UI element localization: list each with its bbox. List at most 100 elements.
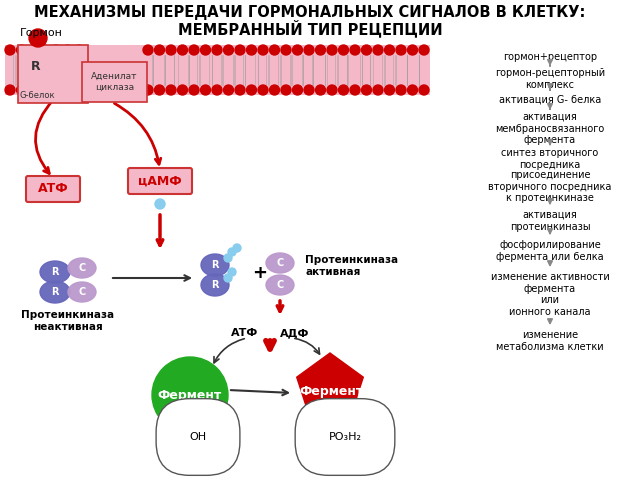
Text: PO₃H₂: PO₃H₂: [328, 432, 362, 442]
Text: Фермент: Фермент: [300, 385, 364, 398]
Text: МЕХАНИЗМЫ ПЕРЕДАЧИ ГОРМОНАЛЬНЫХ СИГНАЛОВ В КЛЕТКУ:: МЕХАНИЗМЫ ПЕРЕДАЧИ ГОРМОНАЛЬНЫХ СИГНАЛОВ…: [35, 5, 586, 20]
Ellipse shape: [266, 275, 294, 295]
Ellipse shape: [68, 258, 96, 278]
FancyBboxPatch shape: [82, 62, 147, 102]
Circle shape: [166, 85, 176, 95]
Circle shape: [189, 45, 199, 55]
Circle shape: [212, 85, 222, 95]
Text: АТФ: АТФ: [38, 182, 68, 195]
Circle shape: [304, 85, 314, 95]
Circle shape: [408, 45, 417, 55]
Circle shape: [327, 85, 337, 95]
Circle shape: [28, 85, 38, 95]
Ellipse shape: [201, 274, 229, 296]
Circle shape: [212, 45, 222, 55]
Circle shape: [281, 45, 291, 55]
Text: C: C: [78, 263, 86, 273]
Ellipse shape: [266, 253, 294, 273]
Text: C: C: [78, 287, 86, 297]
Text: изменение активности
фермента
или
ионного канала: изменение активности фермента или ионног…: [491, 272, 609, 317]
Circle shape: [152, 357, 228, 433]
Circle shape: [396, 45, 406, 55]
Circle shape: [17, 85, 26, 95]
Text: Фермент: Фермент: [158, 388, 222, 401]
Text: R: R: [51, 287, 59, 297]
Circle shape: [51, 45, 61, 55]
Text: C: C: [276, 280, 284, 290]
Text: фосфорилирование
фермента или белка: фосфорилирование фермента или белка: [496, 240, 604, 262]
Circle shape: [5, 45, 15, 55]
Circle shape: [74, 45, 84, 55]
FancyBboxPatch shape: [128, 168, 192, 194]
Circle shape: [292, 85, 303, 95]
Circle shape: [223, 85, 234, 95]
Circle shape: [419, 45, 429, 55]
Circle shape: [74, 85, 84, 95]
Circle shape: [166, 45, 176, 55]
Circle shape: [17, 45, 26, 55]
Circle shape: [304, 45, 314, 55]
FancyBboxPatch shape: [5, 45, 430, 95]
Circle shape: [408, 85, 417, 95]
Circle shape: [233, 244, 241, 252]
Text: изменение
метаболизма клетки: изменение метаболизма клетки: [496, 330, 604, 351]
Circle shape: [143, 45, 153, 55]
Circle shape: [327, 45, 337, 55]
Text: Протеинкиназа
неактивная: Протеинкиназа неактивная: [21, 310, 115, 332]
Circle shape: [177, 45, 188, 55]
Circle shape: [269, 45, 280, 55]
Text: синтез вторичного
посредника: синтез вторичного посредника: [501, 148, 598, 169]
Circle shape: [224, 254, 232, 262]
Circle shape: [246, 85, 257, 95]
Text: Протеинкиназа
активная: Протеинкиназа активная: [305, 255, 398, 276]
Circle shape: [339, 85, 349, 95]
Circle shape: [228, 268, 236, 276]
Text: R: R: [31, 60, 41, 73]
Circle shape: [143, 85, 153, 95]
Circle shape: [228, 248, 236, 256]
Circle shape: [350, 45, 360, 55]
Text: активация G- белка: активация G- белка: [499, 95, 601, 105]
Text: +: +: [253, 264, 268, 282]
Text: гормон+рецептор: гормон+рецептор: [503, 52, 597, 62]
Text: АТФ: АТФ: [232, 328, 259, 338]
Text: цАМФ: цАМФ: [138, 175, 182, 188]
Circle shape: [339, 45, 349, 55]
Circle shape: [373, 85, 383, 95]
Circle shape: [154, 85, 164, 95]
Circle shape: [258, 45, 268, 55]
Text: активация
мембраносвязанного
фермента: активация мембраносвязанного фермента: [495, 112, 605, 145]
Text: активация
протеинкиназы: активация протеинкиназы: [509, 210, 590, 232]
Text: Гормон: Гормон: [20, 28, 63, 38]
Text: Аденилат
циклаза: Аденилат циклаза: [92, 72, 138, 92]
Circle shape: [51, 85, 61, 95]
Circle shape: [246, 45, 257, 55]
Text: G-белок: G-белок: [20, 91, 56, 99]
Circle shape: [223, 45, 234, 55]
Circle shape: [281, 85, 291, 95]
Text: АДФ: АДФ: [280, 328, 310, 338]
Circle shape: [40, 85, 49, 95]
Text: ОН: ОН: [189, 432, 207, 442]
Circle shape: [258, 85, 268, 95]
Circle shape: [235, 85, 245, 95]
Circle shape: [28, 45, 38, 55]
Circle shape: [200, 45, 211, 55]
Circle shape: [373, 45, 383, 55]
Circle shape: [385, 85, 394, 95]
Circle shape: [419, 85, 429, 95]
Text: R: R: [211, 280, 219, 290]
Circle shape: [292, 45, 303, 55]
Circle shape: [177, 85, 188, 95]
Text: R: R: [211, 260, 219, 270]
FancyBboxPatch shape: [26, 176, 80, 202]
Circle shape: [362, 45, 371, 55]
Ellipse shape: [68, 282, 96, 302]
Circle shape: [5, 85, 15, 95]
FancyBboxPatch shape: [18, 45, 88, 103]
Circle shape: [155, 199, 165, 209]
Text: R: R: [51, 267, 59, 277]
Circle shape: [63, 85, 72, 95]
Circle shape: [154, 45, 164, 55]
Ellipse shape: [40, 281, 70, 303]
